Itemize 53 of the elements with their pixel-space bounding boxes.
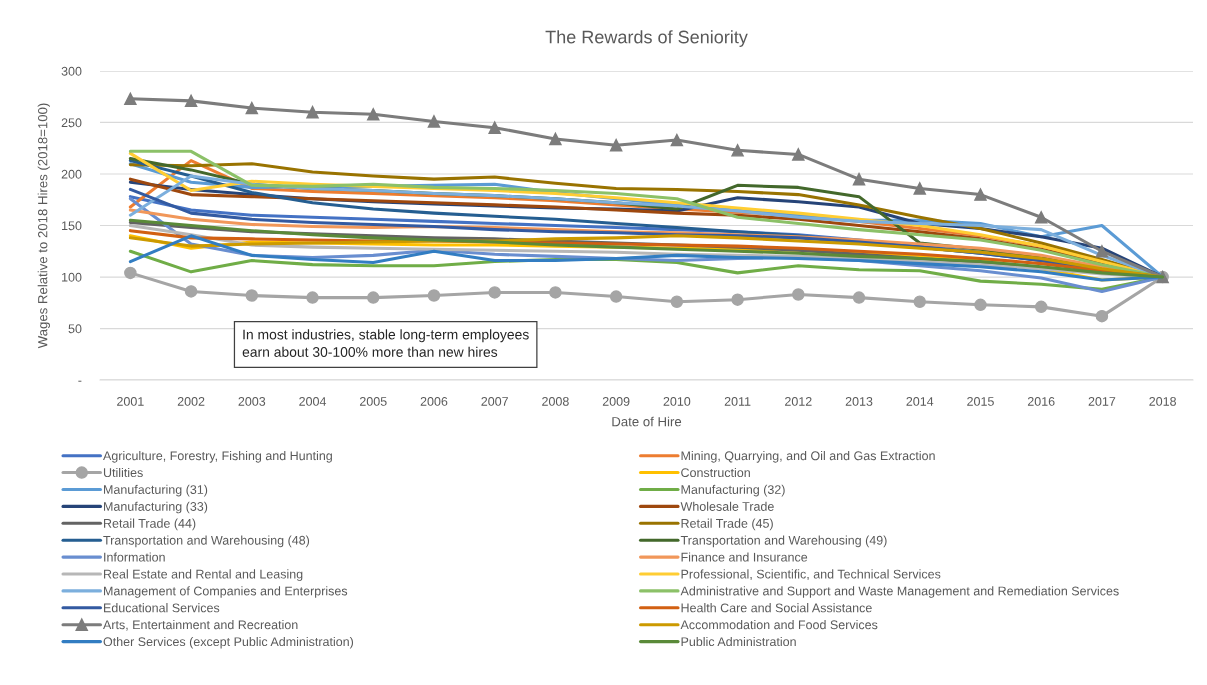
legend-label: Professional, Scientific, and Technical Services xyxy=(681,569,941,580)
x-tick-label: 2015 xyxy=(967,397,994,406)
x-tick-label: 2013 xyxy=(845,397,873,406)
x-tick-label: 2009 xyxy=(602,397,630,406)
y-axis-title: Wages Relative to 2018 Hires (2018=100) xyxy=(37,103,50,349)
chart-title: The Rewards of Seniority xyxy=(545,30,748,47)
y-tick-label: 150 xyxy=(62,221,82,231)
x-axis-title: Date of Hire xyxy=(612,416,682,427)
x-tick-label: 2002 xyxy=(177,397,205,406)
y-tick-label: 250 xyxy=(61,118,82,128)
legend-label: Other Services (except Public Administration) xyxy=(103,636,354,649)
x-tick-label: 2018 xyxy=(1149,397,1176,406)
legend-label: Arts, Entertainment and Recreation xyxy=(103,620,298,631)
x-tick-label: 2014 xyxy=(906,397,934,406)
x-tick-label: 2006 xyxy=(420,397,448,406)
legend-label: Administrative and Support and Waste Management and Remediation Services xyxy=(680,586,1119,598)
legend-label: Transportation and Warehousing (49) xyxy=(680,535,887,548)
legend-label: Real Estate and Rental and Leasing xyxy=(104,569,303,581)
legend-label: Utilities xyxy=(103,467,143,478)
x-tick-label: 2016 xyxy=(1027,397,1055,406)
x-tick-label: 2010 xyxy=(663,397,691,406)
legend-label: Mining, Quarrying, and Oil and Gas Extraction xyxy=(681,451,935,463)
annotation: In most industries, stable long-term employees earn about 30-100% more than new hires xyxy=(242,329,529,357)
x-tick-label: 2003 xyxy=(238,397,266,406)
y-tick-label: - xyxy=(78,380,82,382)
legend-label: Manufacturing (33) xyxy=(104,501,208,514)
y-tick-label: 300 xyxy=(61,66,82,76)
x-tick-label: 2011 xyxy=(724,397,751,406)
legend-label: Health Care and Social Assistance xyxy=(681,603,872,613)
legend-label: Wholesale Trade xyxy=(680,501,774,511)
x-tick-label: 2008 xyxy=(542,397,569,406)
legend-label: Agriculture, Forestry, Fishing and Hunting xyxy=(103,451,332,463)
x-tick-label: 2012 xyxy=(785,397,812,406)
y-tick-label: 200 xyxy=(61,169,82,179)
legend-label: Retail Trade (45) xyxy=(681,518,773,531)
x-tick-label: 2001 xyxy=(117,397,144,406)
y-tick-label: 50 xyxy=(68,324,82,334)
x-tick-label: 2007 xyxy=(481,397,508,406)
legend-label: Transportation and Warehousing (48) xyxy=(103,535,310,548)
legend-label: Public Administration xyxy=(681,636,796,647)
x-tick-label: 2004 xyxy=(299,397,327,406)
legend-label: Accommodation and Food Services xyxy=(680,620,878,630)
legend-label: Information xyxy=(104,552,165,562)
legend-label: Management of Companies and Enterprises xyxy=(104,586,348,598)
legend-label: Manufacturing (32) xyxy=(681,484,785,497)
x-tick-label: 2005 xyxy=(359,397,387,406)
y-tick-label: 100 xyxy=(62,272,82,282)
x-tick-label: 2017 xyxy=(1088,397,1116,406)
legend-label: Finance and Insurance xyxy=(681,552,808,562)
legend-label: Educational Services xyxy=(104,603,220,613)
legend-label: Construction xyxy=(681,467,750,478)
legend-label: Retail Trade (44) xyxy=(104,518,196,531)
legend-label: Manufacturing (31) xyxy=(104,484,208,497)
